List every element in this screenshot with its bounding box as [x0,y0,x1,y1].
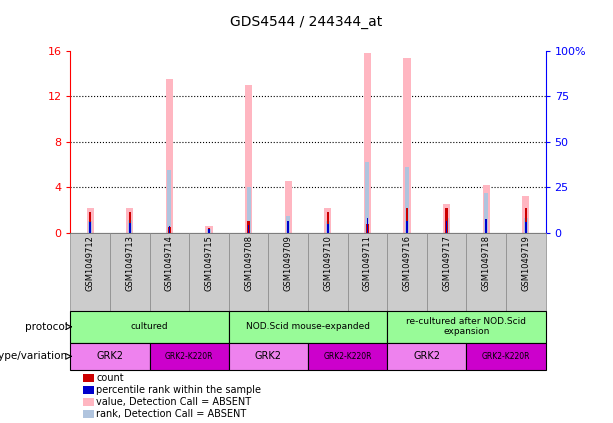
Bar [308,233,348,311]
Text: GRK2-K220R: GRK2-K220R [324,352,372,361]
Text: rank, Detection Call = ABSENT: rank, Detection Call = ABSENT [96,409,246,419]
Text: GRK2-K220R: GRK2-K220R [482,352,530,361]
Text: genotype/variation: genotype/variation [0,352,67,361]
Bar [387,233,427,311]
Bar [405,167,409,233]
Text: GRK2: GRK2 [413,352,440,361]
Text: GSM1049710: GSM1049710 [323,235,332,291]
Text: GSM1049716: GSM1049716 [403,235,411,291]
Bar [348,233,387,311]
Bar [126,208,134,233]
Bar [229,343,308,370]
Bar [444,218,449,233]
Text: cultured: cultured [131,322,169,331]
Text: GSM1049713: GSM1049713 [126,235,134,291]
Bar [466,343,546,370]
Bar [129,212,131,233]
Bar [324,208,332,233]
Bar [367,218,368,233]
Bar [522,196,530,233]
Bar [446,221,447,233]
Bar [166,79,173,233]
Bar [189,233,229,311]
Bar [525,208,527,233]
Bar [208,228,210,233]
Bar [326,221,330,233]
Text: NOD.Scid mouse-expanded: NOD.Scid mouse-expanded [246,322,370,331]
Bar [248,225,249,233]
Bar [406,221,408,233]
Bar [387,343,466,370]
Bar [208,229,210,233]
Text: GSM1049714: GSM1049714 [165,235,174,291]
Text: re-cultured after NOD.Scid
expansion: re-cultured after NOD.Scid expansion [406,317,527,336]
Bar [229,233,268,311]
Bar [506,233,546,311]
Text: GSM1049719: GSM1049719 [521,235,530,291]
Bar [482,185,490,233]
Bar [406,208,408,233]
Bar [70,311,229,343]
Text: percentile rank within the sample: percentile rank within the sample [96,385,261,395]
Bar [167,170,172,233]
Text: GRK2-K220R: GRK2-K220R [165,352,213,361]
Bar [169,227,170,233]
Bar [287,221,289,233]
Bar [308,343,387,370]
Bar [70,343,150,370]
Text: GSM1049715: GSM1049715 [205,235,213,291]
Text: GSM1049712: GSM1049712 [86,235,95,291]
Text: GRK2: GRK2 [97,352,124,361]
Text: GSM1049718: GSM1049718 [482,235,490,291]
Bar [150,343,229,370]
Bar [485,219,487,233]
Bar [443,204,450,233]
Text: value, Detection Call = ABSENT: value, Detection Call = ABSENT [96,397,251,407]
Bar [387,311,546,343]
Bar [129,223,131,233]
Bar [245,85,252,233]
Bar [446,208,447,233]
Bar [427,233,466,311]
Bar [524,218,528,233]
Bar [284,181,292,233]
Bar [110,233,150,311]
Bar [403,58,411,233]
Bar [366,224,368,233]
Bar [327,212,329,233]
Bar [205,226,213,233]
Text: count: count [96,373,124,383]
Bar [70,233,110,311]
Text: GSM1049709: GSM1049709 [284,235,293,291]
Bar [327,224,329,233]
Bar [287,221,289,233]
Bar [485,219,487,233]
Text: GDS4544 / 244344_at: GDS4544 / 244344_at [230,15,383,29]
Bar [169,226,170,233]
Bar [229,311,387,343]
Bar [128,220,132,233]
Bar [88,221,93,233]
Bar [466,233,506,311]
Text: GRK2: GRK2 [255,352,282,361]
Bar [484,193,488,233]
Bar [268,233,308,311]
Bar [246,187,251,233]
Bar [525,222,527,233]
Bar [89,222,91,233]
Bar [207,229,211,233]
Bar [89,212,91,233]
Bar [86,208,94,233]
Bar [364,53,371,233]
Text: GSM1049717: GSM1049717 [442,235,451,291]
Bar [248,221,250,233]
Text: GSM1049708: GSM1049708 [244,235,253,291]
Bar [365,162,370,233]
Bar [150,233,189,311]
Bar [286,216,290,233]
Text: GSM1049711: GSM1049711 [363,235,372,291]
Text: protocol: protocol [25,322,67,332]
